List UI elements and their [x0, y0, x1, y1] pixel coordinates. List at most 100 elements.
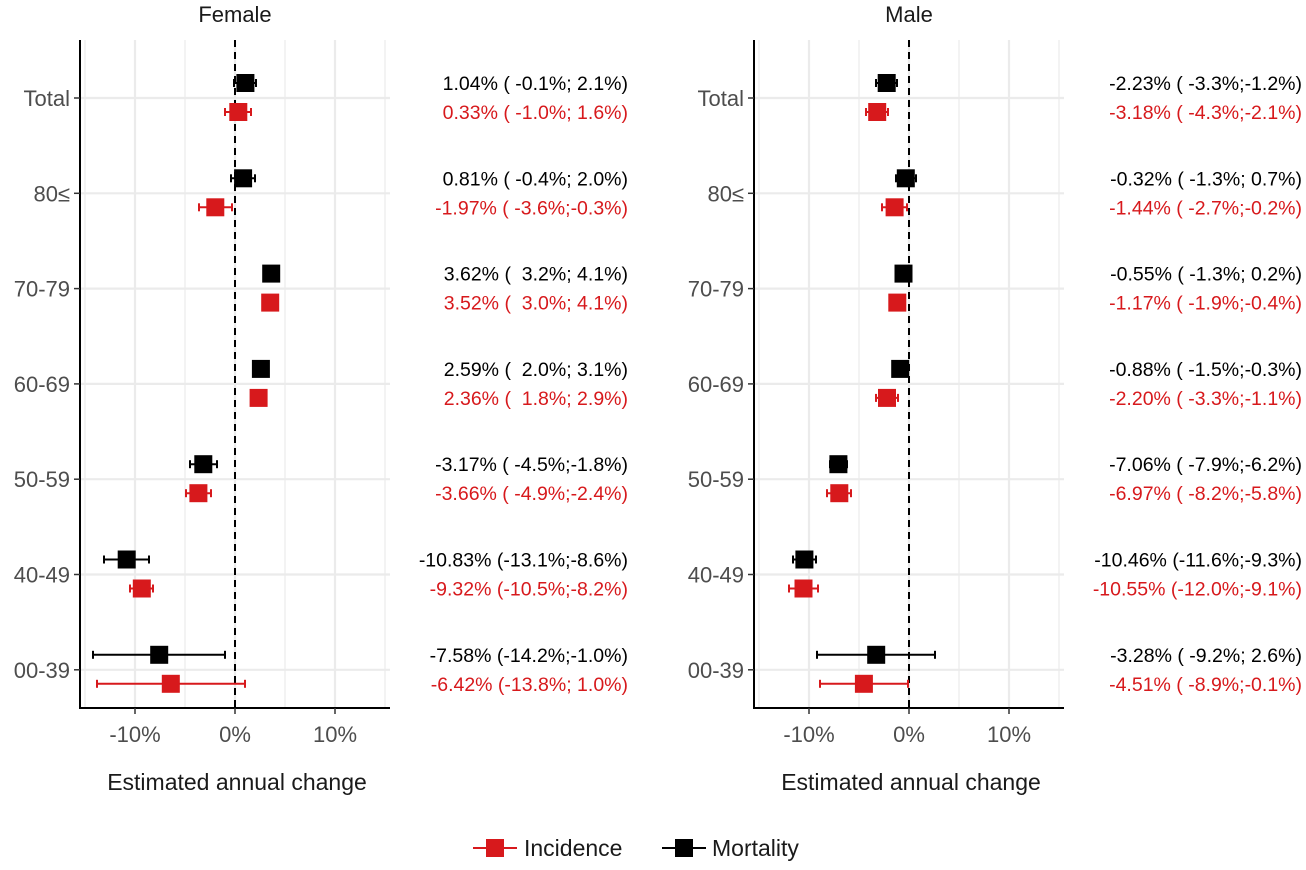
incidence-estimate-marker — [819, 674, 909, 693]
y-tick-label: 40-49 — [688, 563, 744, 588]
incidence-point-square — [249, 388, 268, 407]
mortality-point-square — [877, 74, 896, 92]
mortality-value-label: -10.46% (-11.6%;-9.3%) — [1094, 550, 1302, 572]
incidence-value-label: -6.42% (-13.8%; 1.0%) — [431, 674, 628, 696]
legend-label: Mortality — [712, 835, 799, 861]
incidence-value-label: -10.55% (-12.0%;-9.1%) — [1093, 579, 1302, 601]
incidence-point-square — [161, 674, 180, 693]
mortality-estimate-marker — [895, 169, 917, 188]
mortality-point-square — [234, 169, 253, 188]
y-tick-label: 80≤ — [707, 181, 744, 206]
mortality-estimate-marker — [92, 645, 226, 664]
incidence-value-label: -3.66% ( -4.9%;-2.4%) — [435, 483, 628, 505]
incidence-value-label: 2.36% ( 1.8%; 2.9%) — [444, 388, 628, 410]
mortality-estimate-marker — [230, 169, 256, 188]
incidence-point-square — [794, 579, 813, 598]
mortality-value-label: -0.32% ( -1.3%; 0.7%) — [1110, 168, 1302, 190]
incidence-value-label: -3.18% ( -4.3%;-2.1%) — [1109, 102, 1302, 124]
mortality-estimate-marker — [103, 550, 150, 569]
panel-title: Male — [885, 2, 933, 27]
incidence-value-label: -4.51% ( -8.9%;-0.1%) — [1109, 674, 1302, 696]
incidence-estimate-marker — [224, 103, 252, 121]
y-tick-label: 50-59 — [688, 467, 744, 492]
y-tick-label: 40-49 — [14, 563, 70, 588]
mortality-point-square — [117, 550, 136, 569]
incidence-estimate-marker — [185, 484, 212, 503]
mortality-estimate-marker — [891, 359, 910, 378]
mortality-point-square — [896, 169, 915, 188]
incidence-point-square — [868, 103, 887, 121]
mortality-point-square — [891, 359, 910, 378]
incidence-value-label: -9.32% (-10.5%;-8.2%) — [430, 579, 628, 601]
legend-key-square — [486, 839, 504, 857]
mortality-value-label: -7.58% (-14.2%;-1.0%) — [430, 645, 628, 667]
incidence-estimate-marker — [249, 388, 268, 407]
mortality-estimate-marker — [189, 455, 218, 474]
mortality-value-label: -3.17% ( -4.5%;-1.8%) — [435, 454, 628, 476]
x-tick-label: -10% — [783, 722, 834, 747]
incidence-value-label: -2.20% ( -3.3%;-1.1%) — [1109, 388, 1302, 410]
panel-male: Male -10% 0% 10% Estimated annual change Tota… — [688, 2, 1302, 795]
mortality-point-square — [150, 645, 169, 664]
mortality-value-label: -7.06% ( -7.9%;-6.2%) — [1109, 454, 1302, 476]
x-tick-label: 0% — [893, 722, 925, 747]
incidence-value-label: 3.52% ( 3.0%; 4.1%) — [444, 293, 628, 315]
mortality-point-square — [262, 264, 281, 283]
legend-item-incidence: Incidence — [473, 835, 622, 861]
incidence-point-square — [261, 293, 280, 312]
mortality-value-label: 1.04% ( -0.1%; 2.1%) — [443, 73, 628, 95]
legend-key-square — [675, 839, 693, 857]
incidence-point-square — [888, 293, 907, 312]
incidence-estimate-marker — [881, 198, 908, 217]
incidence-point-square — [189, 484, 208, 503]
y-tick-label: Total — [698, 86, 744, 111]
mortality-value-label: -10.83% (-13.1%;-8.6%) — [419, 550, 628, 572]
incidence-estimate-marker — [261, 293, 280, 312]
incidence-point-square — [206, 198, 225, 217]
incidence-estimate-marker — [826, 484, 852, 503]
y-tick-label: 00-39 — [688, 658, 744, 683]
mortality-point-square — [194, 455, 213, 474]
incidence-value-label: -6.97% ( -8.2%;-5.8%) — [1109, 483, 1302, 505]
y-tick-label: 00-39 — [14, 658, 70, 683]
y-tick-label: 80≤ — [33, 181, 70, 206]
incidence-point-square — [878, 388, 896, 407]
y-tick-label: Total — [24, 86, 70, 111]
legend-item-mortality: Mortality — [662, 835, 799, 861]
mortality-point-square — [236, 74, 255, 92]
mortality-estimate-marker — [233, 74, 257, 92]
x-tick-label: 10% — [987, 722, 1031, 747]
incidence-point-square — [885, 198, 904, 217]
incidence-value-label: -1.44% ( -2.7%;-0.2%) — [1109, 197, 1302, 219]
x-tick-label: -10% — [109, 722, 160, 747]
mortality-estimate-marker — [792, 550, 817, 569]
incidence-estimate-marker — [129, 579, 154, 598]
incidence-point-square — [132, 579, 151, 598]
mortality-value-label: -3.28% ( -9.2%; 2.6%) — [1110, 645, 1302, 667]
incidence-value-label: -1.17% ( -1.9%;-0.4%) — [1109, 293, 1302, 315]
mortality-estimate-marker — [894, 264, 913, 283]
panel-female: Female -10% 0% 10% Estimated annual change To… — [14, 2, 628, 795]
mortality-point-square — [795, 550, 814, 569]
x-axis-title: Estimated annual change — [107, 769, 367, 795]
legend-label: Incidence — [524, 835, 622, 861]
mortality-value-label: 0.81% ( -0.4%; 2.0%) — [443, 168, 628, 190]
mortality-point-square — [829, 455, 848, 474]
mortality-value-label: -0.88% ( -1.5%;-0.3%) — [1109, 359, 1302, 381]
y-tick-label: 70-79 — [688, 277, 744, 302]
incidence-estimate-marker — [865, 103, 889, 121]
y-tick-label: 60-69 — [14, 372, 70, 397]
panel-title: Female — [198, 2, 271, 27]
mortality-estimate-marker — [251, 359, 270, 378]
mortality-point-square — [251, 359, 270, 378]
legend: Incidence Mortality — [473, 835, 799, 861]
mortality-point-square — [867, 645, 886, 664]
x-tick-label: 0% — [219, 722, 251, 747]
x-axis-title: Estimated annual change — [781, 769, 1041, 795]
incidence-estimate-marker — [875, 388, 899, 407]
mortality-estimate-marker — [829, 455, 848, 474]
y-tick-label: 50-59 — [14, 467, 70, 492]
incidence-value-label: 0.33% ( -1.0%; 1.6%) — [443, 102, 628, 124]
